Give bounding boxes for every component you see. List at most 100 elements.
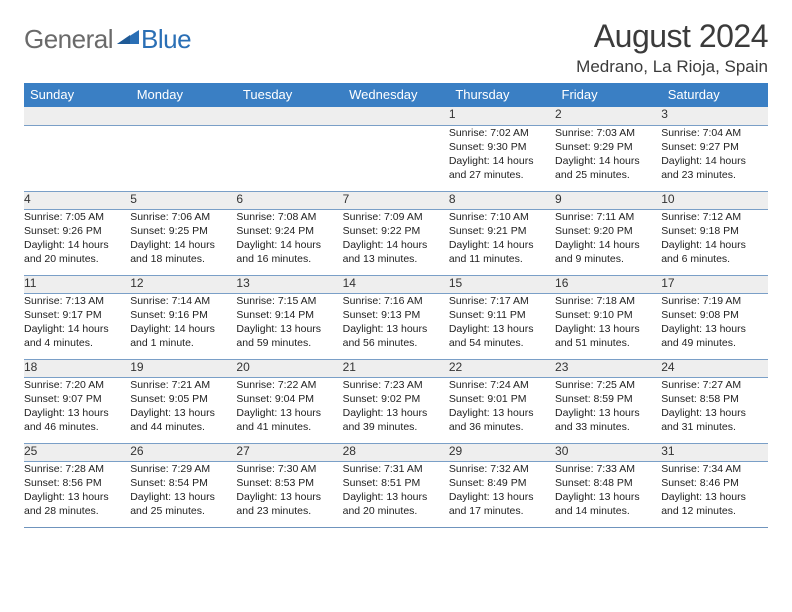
day-line: and 56 minutes. [343, 336, 449, 350]
day-number: 31 [661, 443, 767, 461]
day-line: Sunrise: 7:31 AM [343, 462, 449, 476]
day-line: Sunrise: 7:02 AM [449, 126, 555, 140]
day-number [130, 107, 236, 125]
title-block: August 2024 Medrano, La Rioja, Spain [576, 18, 768, 77]
weekday-header: Wednesday [343, 83, 449, 107]
day-line: Daylight: 13 hours [661, 406, 767, 420]
day-line: Daylight: 13 hours [343, 322, 449, 336]
day-line: Sunrise: 7:15 AM [236, 294, 342, 308]
day-cell: Sunrise: 7:19 AMSunset: 9:08 PMDaylight:… [661, 293, 767, 359]
day-line: Daylight: 14 hours [24, 238, 130, 252]
day-number: 25 [24, 443, 130, 461]
day-line: and 4 minutes. [24, 336, 130, 350]
day-line: and 17 minutes. [449, 504, 555, 518]
day-line: and 20 minutes. [24, 252, 130, 266]
day-line: Sunrise: 7:13 AM [24, 294, 130, 308]
day-number [343, 107, 449, 125]
day-cell: Sunrise: 7:04 AMSunset: 9:27 PMDaylight:… [661, 125, 767, 191]
day-cell: Sunrise: 7:16 AMSunset: 9:13 PMDaylight:… [343, 293, 449, 359]
weekday-header-row: Sunday Monday Tuesday Wednesday Thursday… [24, 83, 768, 107]
day-cell: Sunrise: 7:27 AMSunset: 8:58 PMDaylight:… [661, 377, 767, 443]
day-line: and 54 minutes. [449, 336, 555, 350]
day-number: 13 [236, 275, 342, 293]
day-cell: Sunrise: 7:09 AMSunset: 9:22 PMDaylight:… [343, 209, 449, 275]
day-cell: Sunrise: 7:20 AMSunset: 9:07 PMDaylight:… [24, 377, 130, 443]
day-line: Daylight: 14 hours [661, 238, 767, 252]
day-cell [130, 125, 236, 191]
day-line: Sunset: 9:02 PM [343, 392, 449, 406]
day-cell: Sunrise: 7:11 AMSunset: 9:20 PMDaylight:… [555, 209, 661, 275]
day-line: Sunset: 8:58 PM [661, 392, 767, 406]
weekday-header: Tuesday [236, 83, 342, 107]
day-line: Sunset: 9:07 PM [24, 392, 130, 406]
day-number: 24 [661, 359, 767, 377]
day-line: Sunset: 9:01 PM [449, 392, 555, 406]
day-cell: Sunrise: 7:30 AMSunset: 8:53 PMDaylight:… [236, 461, 342, 527]
day-number: 27 [236, 443, 342, 461]
day-line: Daylight: 13 hours [24, 406, 130, 420]
day-number: 26 [130, 443, 236, 461]
day-cell: Sunrise: 7:32 AMSunset: 8:49 PMDaylight:… [449, 461, 555, 527]
day-number: 29 [449, 443, 555, 461]
day-number: 15 [449, 275, 555, 293]
day-line: Daylight: 13 hours [449, 490, 555, 504]
day-line: and 36 minutes. [449, 420, 555, 434]
day-line: Sunrise: 7:06 AM [130, 210, 236, 224]
day-line: and 31 minutes. [661, 420, 767, 434]
day-cell: Sunrise: 7:05 AMSunset: 9:26 PMDaylight:… [24, 209, 130, 275]
day-line: and 23 minutes. [236, 504, 342, 518]
day-cell [236, 125, 342, 191]
day-line: Daylight: 13 hours [555, 406, 661, 420]
day-number: 16 [555, 275, 661, 293]
day-number: 12 [130, 275, 236, 293]
day-line: Sunrise: 7:10 AM [449, 210, 555, 224]
day-cell: Sunrise: 7:02 AMSunset: 9:30 PMDaylight:… [449, 125, 555, 191]
day-number: 18 [24, 359, 130, 377]
day-cell: Sunrise: 7:03 AMSunset: 9:29 PMDaylight:… [555, 125, 661, 191]
day-line: Sunrise: 7:11 AM [555, 210, 661, 224]
day-line: Daylight: 14 hours [555, 154, 661, 168]
day-line: Sunrise: 7:30 AM [236, 462, 342, 476]
day-line: and 51 minutes. [555, 336, 661, 350]
day-line: and 6 minutes. [661, 252, 767, 266]
day-line: Sunset: 9:05 PM [130, 392, 236, 406]
day-line: Daylight: 13 hours [449, 322, 555, 336]
day-line: Sunrise: 7:27 AM [661, 378, 767, 392]
day-cell: Sunrise: 7:34 AMSunset: 8:46 PMDaylight:… [661, 461, 767, 527]
day-number: 8 [449, 191, 555, 209]
day-line: and 12 minutes. [661, 504, 767, 518]
day-content-row: Sunrise: 7:13 AMSunset: 9:17 PMDaylight:… [24, 293, 768, 359]
day-line: Sunset: 9:29 PM [555, 140, 661, 154]
day-number: 14 [343, 275, 449, 293]
day-line: Sunrise: 7:25 AM [555, 378, 661, 392]
day-line: and 25 minutes. [555, 168, 661, 182]
day-number [24, 107, 130, 125]
day-number: 30 [555, 443, 661, 461]
day-number-row: 45678910 [24, 191, 768, 209]
day-line: Sunrise: 7:03 AM [555, 126, 661, 140]
day-cell [24, 125, 130, 191]
day-line: Daylight: 13 hours [130, 406, 236, 420]
logo: General Blue [24, 18, 191, 55]
day-cell: Sunrise: 7:18 AMSunset: 9:10 PMDaylight:… [555, 293, 661, 359]
day-content-row: Sunrise: 7:20 AMSunset: 9:07 PMDaylight:… [24, 377, 768, 443]
day-line: Daylight: 13 hours [661, 490, 767, 504]
day-line: Daylight: 14 hours [236, 238, 342, 252]
day-line: Daylight: 14 hours [343, 238, 449, 252]
day-cell: Sunrise: 7:28 AMSunset: 8:56 PMDaylight:… [24, 461, 130, 527]
day-line: Sunrise: 7:34 AM [661, 462, 767, 476]
day-line: and 27 minutes. [449, 168, 555, 182]
day-line: Sunset: 9:25 PM [130, 224, 236, 238]
day-line: and 41 minutes. [236, 420, 342, 434]
weekday-header: Thursday [449, 83, 555, 107]
day-number: 22 [449, 359, 555, 377]
day-line: Daylight: 13 hours [236, 490, 342, 504]
weekday-header: Friday [555, 83, 661, 107]
day-line: and 25 minutes. [130, 504, 236, 518]
day-number: 17 [661, 275, 767, 293]
day-line: Sunset: 9:04 PM [236, 392, 342, 406]
day-number-row: 18192021222324 [24, 359, 768, 377]
day-line: Sunset: 8:49 PM [449, 476, 555, 490]
day-number: 9 [555, 191, 661, 209]
location: Medrano, La Rioja, Spain [576, 57, 768, 77]
